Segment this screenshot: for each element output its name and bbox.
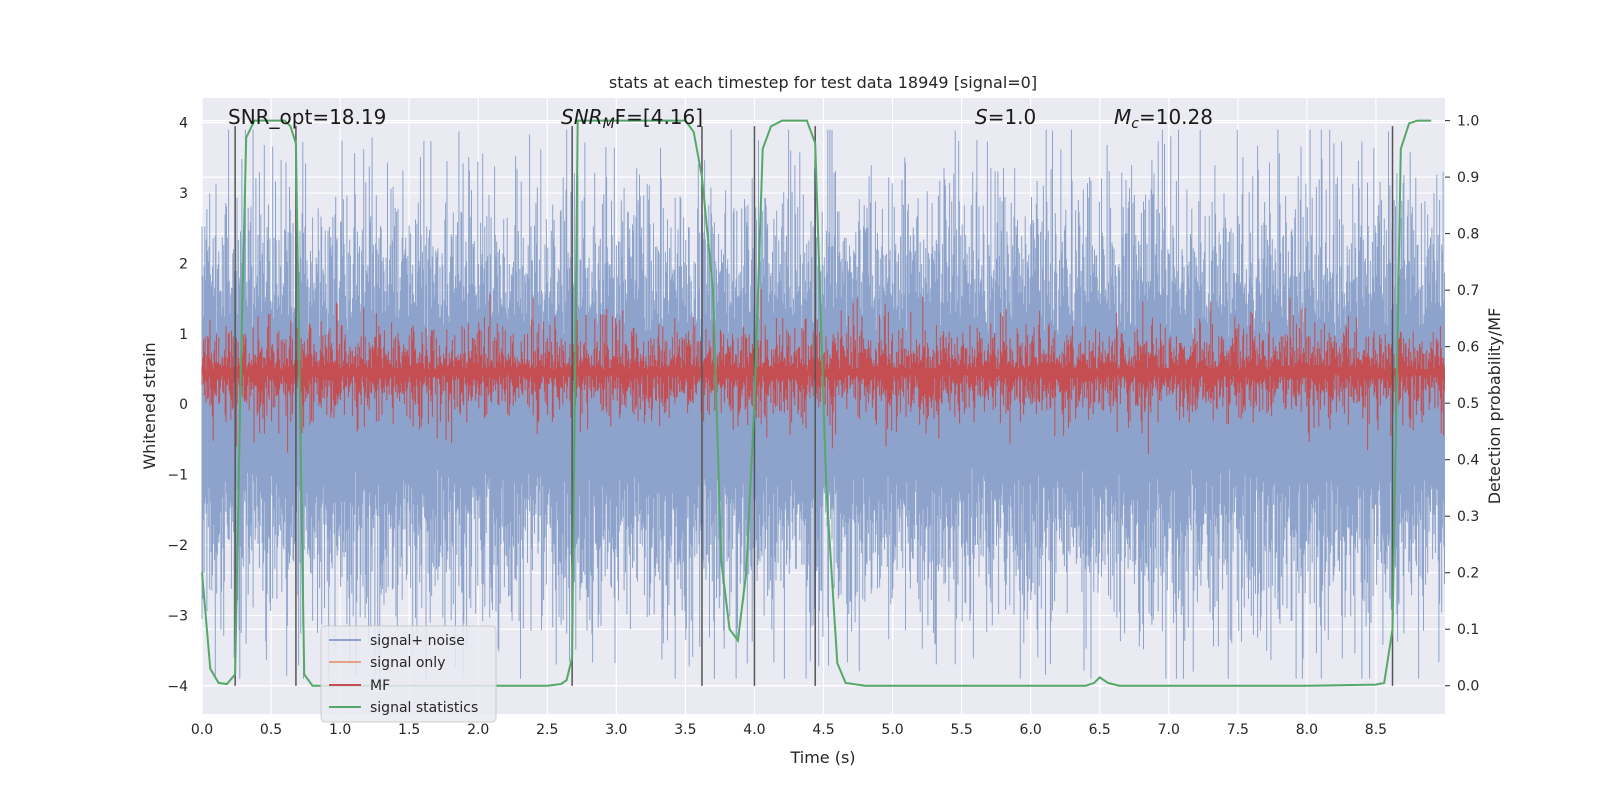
y-tick-left-label-6: −2 bbox=[167, 538, 188, 554]
x-ticks: 0.0 0.5 1.0 1.5 2.0 2.5 3.0 3.5 4.0 4.5 5.0 5.5 6.0 6… bbox=[191, 722, 1387, 738]
annotation-snr-mf-rest: F=[4.16] bbox=[615, 105, 703, 129]
annotation-mc: Mc=10.28 bbox=[1114, 105, 1213, 132]
x-tick-label-14: 7.0 bbox=[1158, 722, 1180, 738]
y-ticks-left: 4 3 2 1 0 −1 −2 −3 −4 bbox=[167, 116, 188, 695]
x-tick-label-15: 7.5 bbox=[1227, 722, 1249, 738]
x-tick-label-7: 3.5 bbox=[674, 722, 696, 738]
y-tick-right-label-1: 0.9 bbox=[1457, 170, 1479, 186]
y-tick-right-label-5: 0.5 bbox=[1457, 396, 1479, 412]
y-tick-right-label-6: 0.4 bbox=[1457, 453, 1479, 469]
legend-label-signal-only: signal only bbox=[370, 655, 445, 671]
y-tick-left-label-8: −4 bbox=[167, 679, 188, 695]
x-axis-label: Time (s) bbox=[789, 748, 855, 767]
legend-label-mf: MF bbox=[370, 678, 390, 694]
legend-label-signal-plus-noise: signal+ noise bbox=[370, 633, 465, 649]
y-tick-right-label-9: 0.1 bbox=[1457, 622, 1479, 638]
x-tick-label-4: 2.0 bbox=[467, 722, 489, 738]
x-tick-label-17: 8.5 bbox=[1365, 722, 1387, 738]
legend: signal+ noise signal only MF signal stat… bbox=[320, 625, 497, 723]
chart-title: stats at each timestep for test data 189… bbox=[609, 73, 1037, 92]
annotation-snr-mf: SNRMF=[4.16] bbox=[561, 105, 703, 132]
annotation-snr-opt: SNR_opt=18.19 bbox=[228, 105, 386, 129]
signal-statistics-line bbox=[201, 119, 1432, 687]
annotation-s: S=1.0 bbox=[975, 105, 1036, 129]
x-tick-label-11: 5.5 bbox=[950, 722, 972, 738]
annotation-s-label: S bbox=[975, 105, 988, 129]
legend-label-signal-statistics: signal statistics bbox=[370, 700, 478, 716]
annotation-s-value: =1.0 bbox=[988, 105, 1037, 129]
y-axis-label-left: Whitened strain bbox=[140, 342, 159, 469]
y-tick-left-label-1: 3 bbox=[179, 186, 188, 202]
y-axis-label-right: Detection probability/MF bbox=[1485, 308, 1504, 505]
annotation-snr-mf-sub: M bbox=[603, 116, 615, 132]
y-ticks-right: 1.0 0.9 0.8 0.7 0.6 0.5 0.4 0.3 0.2 0.1 0.0 bbox=[1445, 114, 1479, 695]
annotation-mc-label: M bbox=[1114, 105, 1131, 129]
y-tick-right-label-2: 0.8 bbox=[1457, 227, 1479, 243]
signal-statistics-series bbox=[201, 119, 1432, 687]
annotation-mc-sub: c bbox=[1131, 116, 1139, 132]
x-tick-label-10: 5.0 bbox=[881, 722, 903, 738]
y-tick-right-label-10: 0.0 bbox=[1457, 679, 1479, 695]
annotation-mc-value: =10.28 bbox=[1139, 105, 1213, 129]
y-tick-right-label-8: 0.2 bbox=[1457, 566, 1479, 582]
y-tick-right-label-4: 0.6 bbox=[1457, 340, 1479, 356]
legend-frame bbox=[320, 625, 497, 723]
y-tick-left-label-3: 1 bbox=[179, 327, 188, 343]
x-tick-label-6: 3.0 bbox=[605, 722, 627, 738]
y-tick-left-label-4: 0 bbox=[179, 397, 188, 413]
y-tick-left-label-7: −3 bbox=[167, 608, 188, 624]
y-tick-right-label-0: 1.0 bbox=[1457, 114, 1479, 130]
x-tick-label-16: 8.0 bbox=[1296, 722, 1318, 738]
annotation-snr-mf-main: SNR bbox=[561, 105, 603, 129]
x-tick-label-2: 1.0 bbox=[329, 722, 351, 738]
y-tick-right-label-7: 0.3 bbox=[1457, 509, 1479, 525]
x-tick-label-13: 6.5 bbox=[1089, 722, 1111, 738]
x-tick-label-0: 0.0 bbox=[191, 722, 213, 738]
x-tick-label-8: 4.0 bbox=[743, 722, 765, 738]
y-tick-left-label-5: −1 bbox=[167, 468, 188, 484]
x-tick-label-12: 6.0 bbox=[1020, 722, 1042, 738]
x-tick-label-3: 1.5 bbox=[398, 722, 420, 738]
x-tick-label-9: 4.5 bbox=[812, 722, 834, 738]
x-tick-label-5: 2.5 bbox=[536, 722, 558, 738]
x-tick-label-1: 0.5 bbox=[260, 722, 282, 738]
y-tick-right-label-3: 0.7 bbox=[1457, 283, 1479, 299]
y-tick-left-label-0: 4 bbox=[179, 116, 188, 132]
y-tick-left-label-2: 2 bbox=[179, 256, 188, 272]
